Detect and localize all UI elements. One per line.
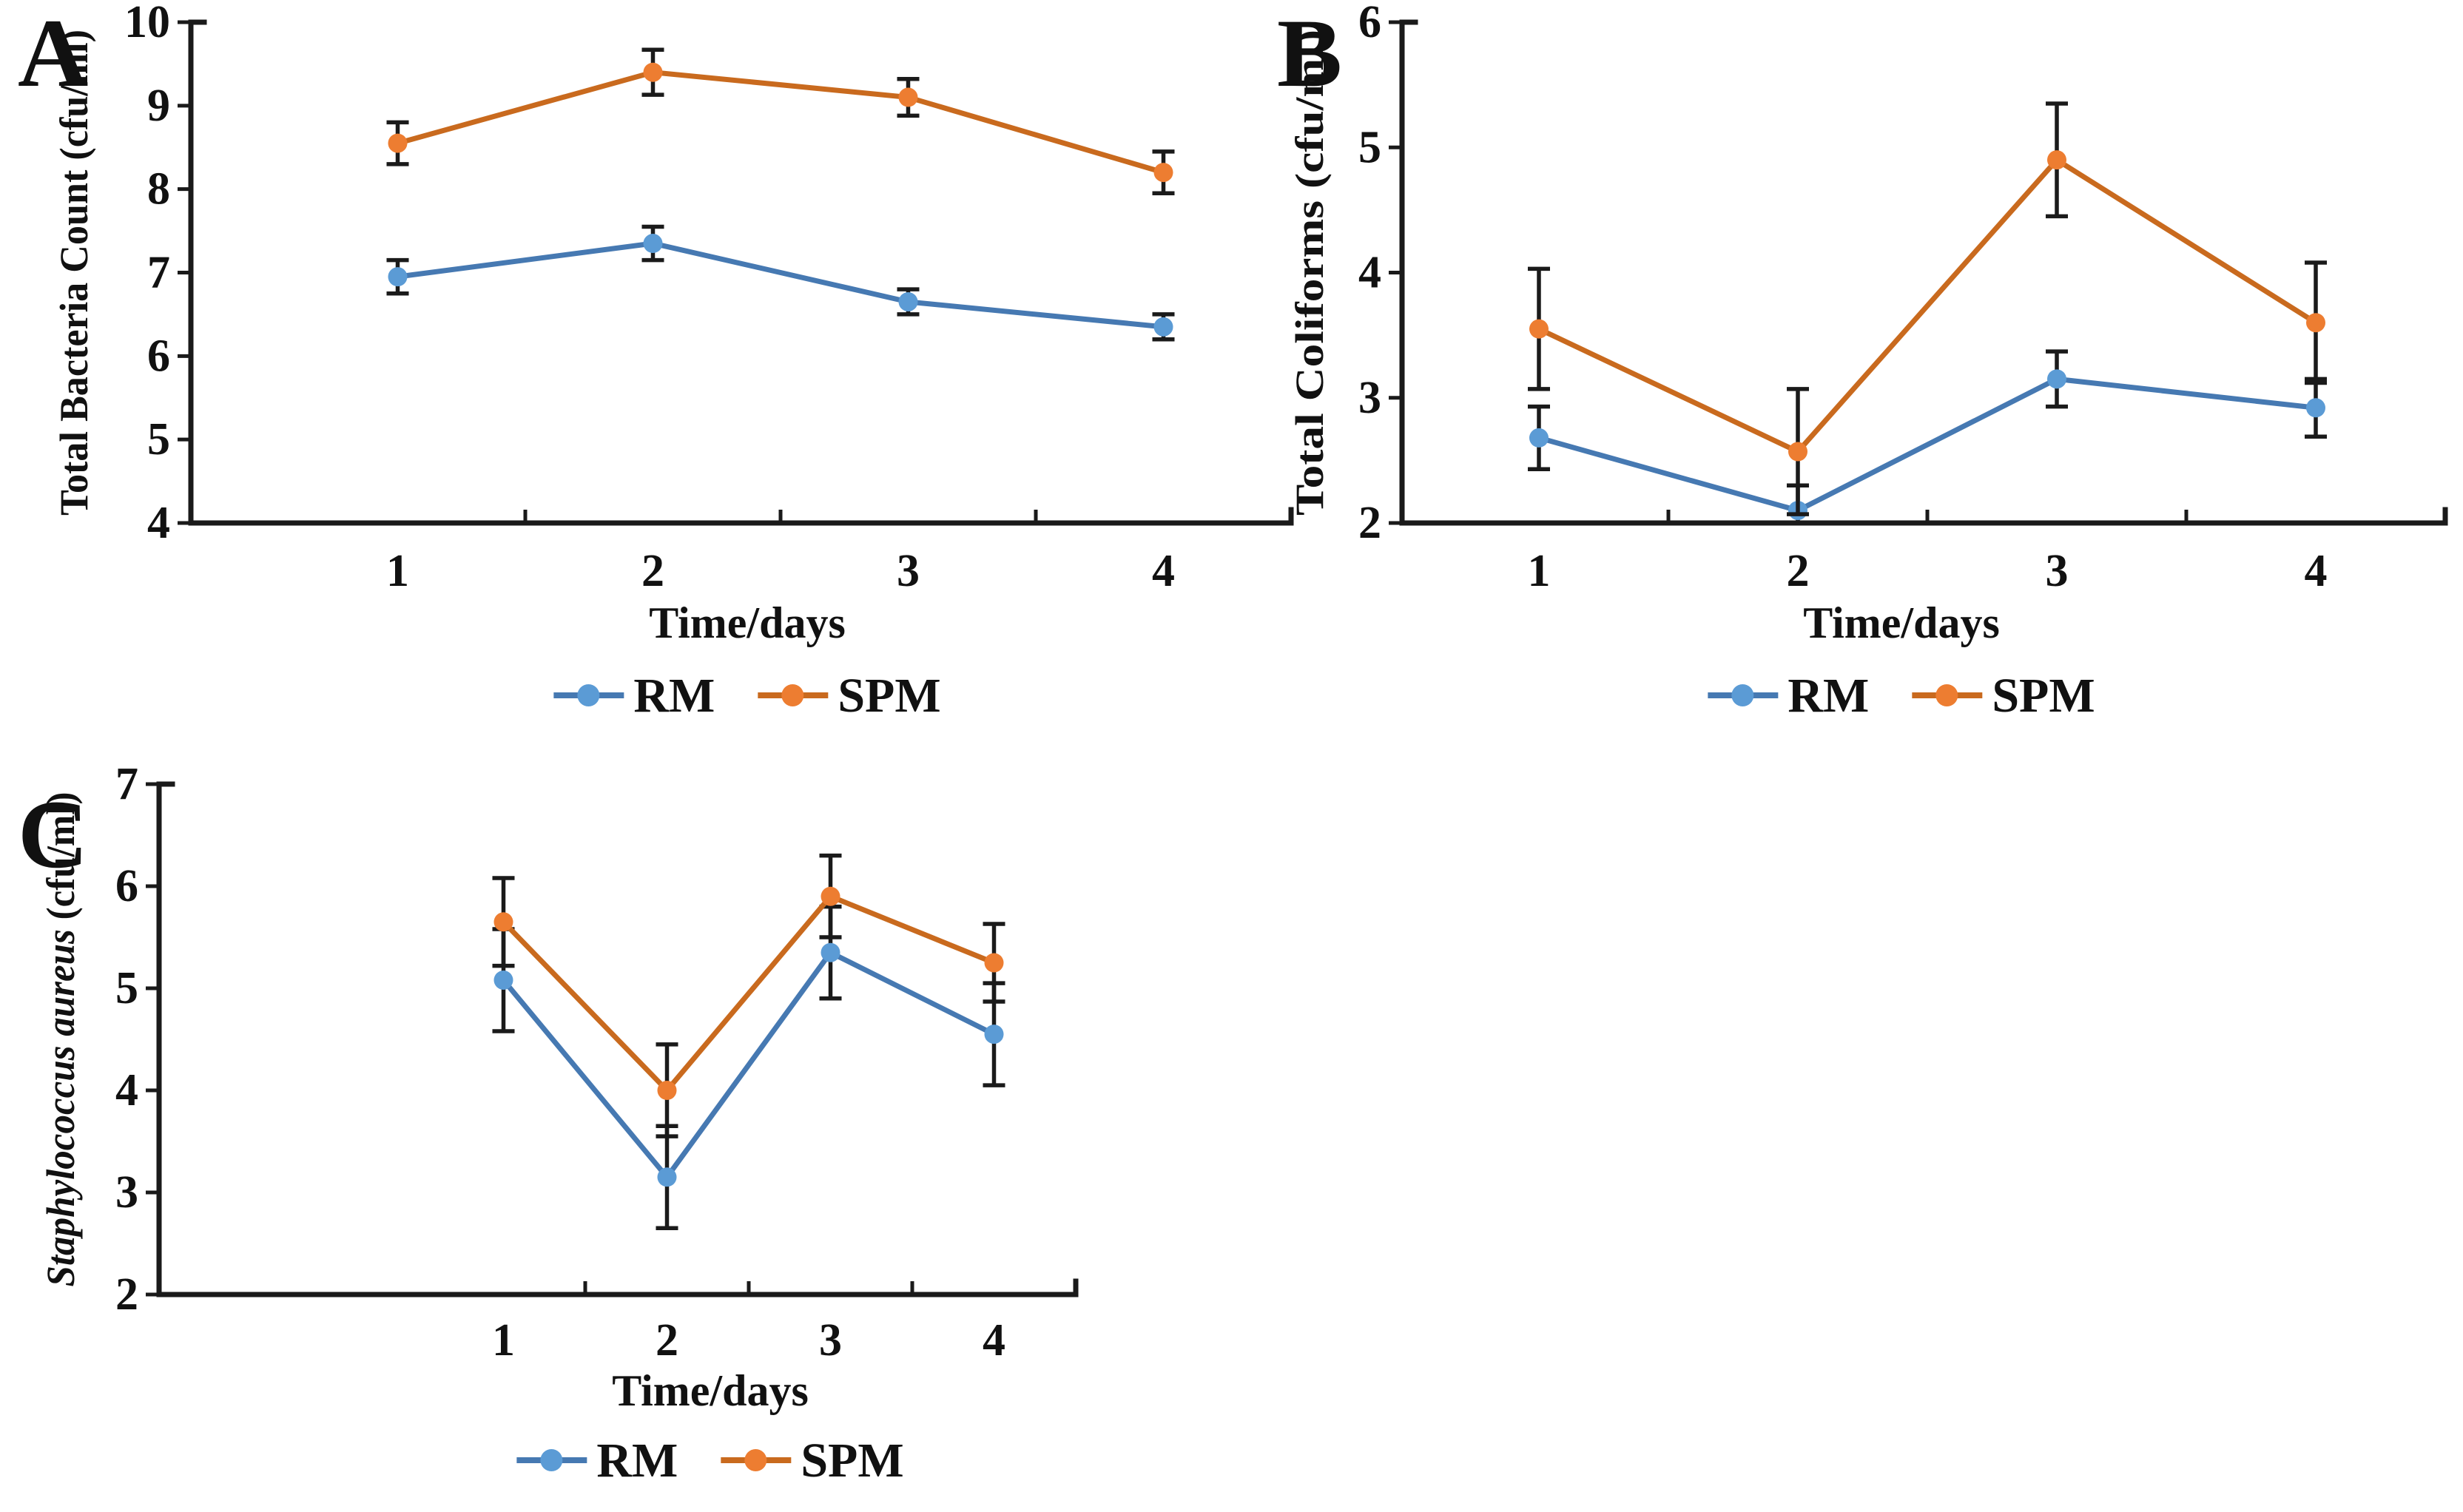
series-line <box>397 240 1164 330</box>
data-point-marker <box>821 942 840 962</box>
legend-label: SPM <box>801 1434 903 1488</box>
series-spm <box>386 47 1175 196</box>
y-tick-label: 7 <box>115 759 138 809</box>
x-tick-label: 4 <box>2305 546 2328 596</box>
y-tick-label: 6 <box>115 861 138 911</box>
legend-marker <box>577 684 600 706</box>
x-tick-label: 2 <box>656 1315 678 1366</box>
legend-label: SPM <box>1992 669 2095 723</box>
data-point-marker <box>984 1025 1004 1044</box>
legend-marker <box>540 1449 563 1471</box>
data-point-marker <box>1529 428 1549 448</box>
y-tick-label: 10 <box>124 0 170 47</box>
y-axis-title: Staphylococcus aureus (cfu/ml) <box>38 792 83 1287</box>
x-tick-label: 1 <box>492 1315 515 1366</box>
data-point-marker <box>493 970 513 990</box>
data-point-marker <box>898 291 918 311</box>
y-axis-title: Total Coliforms (cfu/ml) <box>1287 30 1332 516</box>
y-tick-label: 3 <box>1358 373 1381 423</box>
series-rm <box>492 904 1005 1231</box>
y-tick-label: 6 <box>147 331 170 381</box>
legend-label: SPM <box>838 669 940 723</box>
panel-c-chart: 2 3 4 5 6 7 1 2 3 4 Staphylococcus aureus (cfu/ml)… <box>18 759 1079 1488</box>
x-tick-label: 4 <box>1152 546 1175 596</box>
series-rm <box>1528 349 2327 525</box>
error-bars <box>1528 349 2327 525</box>
y-tick-label: 7 <box>147 248 170 298</box>
x-axis-title: Time/days <box>612 1366 809 1415</box>
series-line <box>501 950 996 1180</box>
data-point-marker <box>2306 313 2325 333</box>
y-axis-title: Total Bacteria Count (cfu/ml) <box>52 30 96 516</box>
y-tick-label: 5 <box>1358 122 1381 172</box>
series-rm <box>386 224 1175 342</box>
panel-letter: C <box>18 780 88 888</box>
x-tick-label: 1 <box>386 546 409 596</box>
series-spm <box>1528 101 2327 516</box>
data-point-marker <box>2047 369 2066 389</box>
y-tick-label: 4 <box>1358 248 1381 298</box>
legend: RM SPM <box>1708 669 2095 723</box>
series-line <box>1538 376 2317 513</box>
data-point-marker <box>643 234 663 254</box>
series-spm <box>492 853 1005 1138</box>
legend: RM SPM <box>516 1434 904 1488</box>
y-tick-label: 4 <box>115 1065 138 1116</box>
x-tick-label: 2 <box>1787 546 1810 596</box>
legend-marker <box>1935 684 1958 706</box>
panel-letter: B <box>1277 0 1342 107</box>
data-point-marker <box>388 133 408 153</box>
data-point-marker <box>1153 317 1173 337</box>
x-tick-label: 3 <box>819 1315 842 1366</box>
data-point-marker <box>493 912 513 932</box>
y-tick-label: 3 <box>115 1167 138 1218</box>
y-tick-label: 5 <box>115 963 138 1013</box>
series-line <box>501 894 995 1093</box>
y-tick-label: 6 <box>1358 0 1381 47</box>
panel-b-chart: 2 3 4 5 6 1 2 3 4 Total Coliforms (cfu/ml)B Time/d… <box>1277 0 2448 723</box>
legend-marker <box>744 1449 767 1471</box>
x-tick-label: 1 <box>1528 546 1551 596</box>
series-line <box>397 70 1165 175</box>
x-tick-label: 3 <box>897 546 920 596</box>
x-axis-title: Time/days <box>649 598 846 647</box>
axes <box>188 19 1294 526</box>
data-point-marker <box>2047 150 2066 170</box>
y-tick-label: 4 <box>147 498 170 548</box>
y-tick-label: 2 <box>1358 498 1381 548</box>
legend-marker <box>781 684 804 706</box>
x-tick-label: 2 <box>641 546 664 596</box>
data-point-marker <box>1529 319 1549 339</box>
data-point-marker <box>657 1167 677 1187</box>
y-tick-label: 8 <box>147 164 170 215</box>
data-point-marker <box>657 1081 677 1100</box>
legend-marker <box>1731 684 1754 706</box>
legend-label: RM <box>633 669 715 723</box>
x-tick-label: 3 <box>2046 546 2069 596</box>
data-point-marker <box>1788 442 1807 462</box>
y-tick-label: 2 <box>115 1269 138 1320</box>
y-tick-label: 9 <box>147 81 170 131</box>
legend: RM SPM <box>553 669 941 723</box>
x-tick-label: 4 <box>983 1315 1005 1366</box>
data-point-marker <box>984 953 1004 973</box>
error-bars <box>386 224 1175 342</box>
data-point-marker <box>643 62 663 82</box>
data-point-marker <box>821 886 840 906</box>
data-point-marker <box>898 87 918 107</box>
y-tick-label: 5 <box>147 414 170 465</box>
x-axis-title: Time/days <box>1803 598 2000 647</box>
axis-lines <box>188 19 1294 526</box>
data-point-marker <box>1153 163 1173 183</box>
series-line <box>1537 157 2317 455</box>
error-bars <box>386 47 1175 196</box>
panel-letter: A <box>18 0 88 107</box>
legend-label: RM <box>1788 669 1869 723</box>
legend-label: RM <box>596 1434 678 1488</box>
data-point-marker <box>2306 398 2325 418</box>
data-point-marker <box>388 267 408 287</box>
panel-a-chart: 4 5 6 7 8 9 10 1 2 3 4 Total Bacteria Count (cfu/ml… <box>18 0 1294 723</box>
